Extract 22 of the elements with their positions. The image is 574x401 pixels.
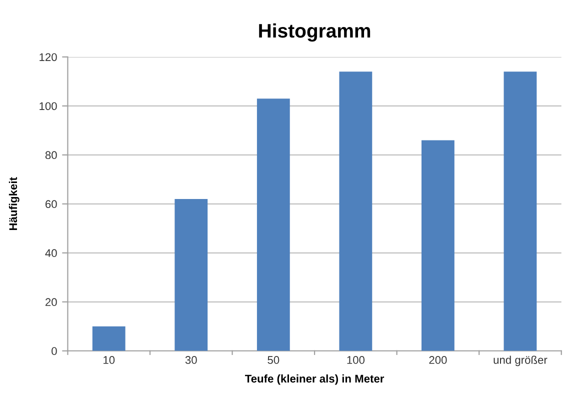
chart-title: Histogramm: [259, 23, 370, 42]
y-tick-label: 120: [40, 53, 57, 62]
y-tick-label: 40: [45, 249, 57, 258]
x-tick-label: 30: [185, 356, 197, 364]
y-tick-label: 80: [45, 151, 57, 160]
y-tick-label: 0: [52, 347, 57, 356]
x-tick-label: 10: [104, 356, 115, 364]
y-axis-title: Häufigkeit: [8, 177, 20, 230]
y-tick-label: 20: [46, 298, 57, 306]
bar: [504, 72, 537, 351]
bar: [256, 98, 290, 351]
y-tick-label: 100: [40, 102, 57, 110]
x-axis-title: Teufe (kleiner als) in Meter: [245, 374, 384, 385]
bar: [339, 72, 372, 351]
x-tick-label: 200: [429, 356, 447, 364]
x-tick-label: und größer: [494, 356, 548, 366]
bar: [422, 140, 454, 351]
bar: [174, 199, 208, 351]
x-tick-label: 100: [347, 356, 365, 364]
bar: [92, 326, 126, 351]
x-tick-label: 50: [268, 356, 280, 364]
y-tick-label: 60: [46, 200, 57, 208]
